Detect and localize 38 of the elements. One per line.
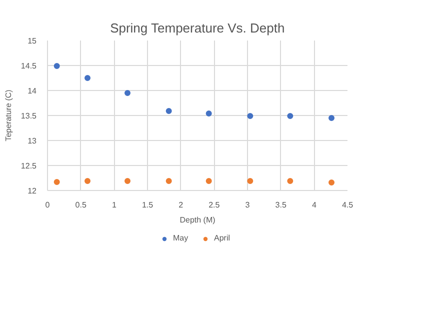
y-tick-label: 12 xyxy=(28,186,38,196)
x-tick-label: 2 xyxy=(178,200,184,210)
legend-label: April xyxy=(214,234,232,242)
point xyxy=(287,178,294,184)
point xyxy=(124,178,130,184)
x-tick-label: 4.5 xyxy=(342,200,354,210)
point xyxy=(287,113,294,119)
x-tick-label: 3 xyxy=(245,200,250,210)
point xyxy=(166,108,172,114)
y-tick-label: 15 xyxy=(28,36,38,46)
point xyxy=(206,178,212,184)
x-tick-label: 4 xyxy=(312,200,317,210)
point xyxy=(247,178,254,184)
point xyxy=(54,63,60,69)
point xyxy=(206,110,212,116)
x-tick-label: 1 xyxy=(112,200,117,210)
x-tick-label: 3.5 xyxy=(275,200,287,210)
x-tick-label: 2.5 xyxy=(208,200,220,210)
chart-title: Spring Temperature Vs. Depth xyxy=(110,20,285,36)
y-tick-label: 12.5 xyxy=(20,162,38,170)
y-axis-title: Teperature (C) xyxy=(4,89,13,142)
point xyxy=(124,90,130,96)
x-tick-label: 0.5 xyxy=(75,200,87,210)
point xyxy=(166,178,172,184)
y-tick-label: 13.5 xyxy=(20,112,38,120)
y-tick-label: 13 xyxy=(28,136,38,146)
point xyxy=(328,115,334,121)
y-tick-label: 14 xyxy=(28,86,38,96)
x-tick-label: 1.5 xyxy=(142,200,154,210)
point xyxy=(84,75,90,81)
x-tick-label: 0 xyxy=(45,200,50,210)
legend-label: May xyxy=(173,234,190,242)
point xyxy=(247,113,254,119)
point xyxy=(84,178,90,184)
x-axis-title: Depth (M) xyxy=(180,216,216,224)
point xyxy=(54,179,60,185)
y-tick-label: 14.5 xyxy=(20,62,38,70)
point xyxy=(328,180,334,186)
